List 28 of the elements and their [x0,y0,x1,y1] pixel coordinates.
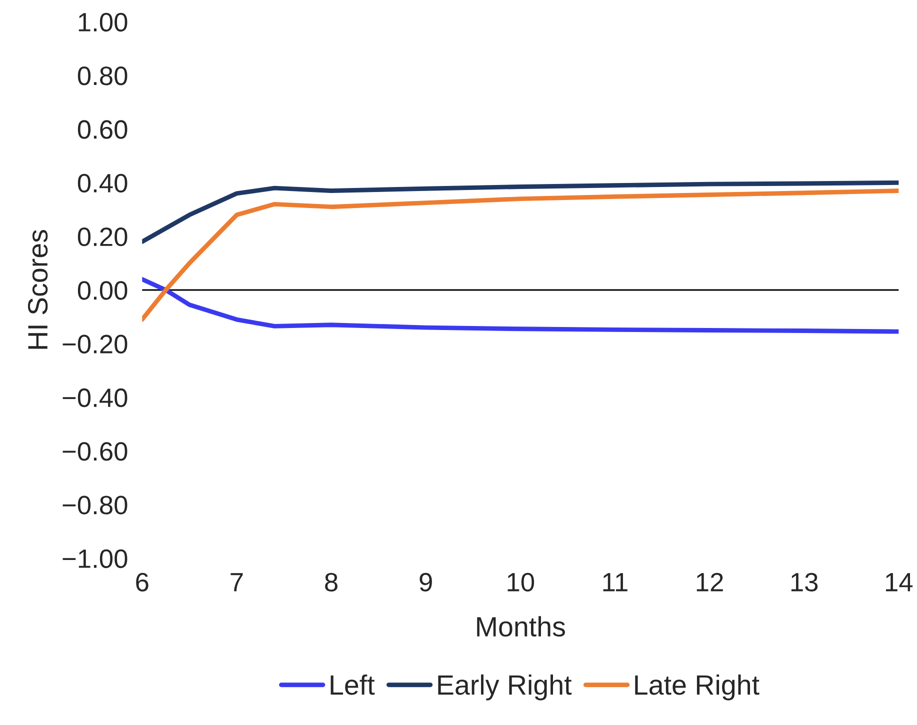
y-tick-label: −0.80 [62,496,128,514]
y-tick-label: 0.80 [78,66,128,86]
y-axis-title: HI Scores [28,230,48,349]
legend-label: Early Right [438,674,572,700]
legend-label: Late Right [635,674,760,700]
x-tick-label: 6 [136,572,148,592]
y-tick-label: 0.40 [78,174,128,193]
y-tick-label: −0.40 [62,388,128,408]
y-tick-label: 0.20 [78,227,128,246]
x-tick-label: 12 [696,572,723,592]
line-series [142,277,899,334]
y-tick-label: −1.00 [62,549,128,568]
x-tick-label: 9 [420,572,432,592]
line-series [142,180,899,244]
x-tick-label: 10 [508,572,534,592]
legend-label: Left [330,674,375,695]
x-tick-label: 7 [230,573,243,592]
y-tick-label: −0.20 [62,334,128,354]
y-tick-label: 0.60 [78,120,128,139]
x-tick-label: 14 [886,573,913,592]
x-tick-label: 8 [325,572,338,592]
y-tick-label: −0.60 [62,442,128,461]
x-tick-label: 11 [603,573,628,592]
y-tick-label: 1.00 [78,12,128,32]
line-series [142,188,899,322]
y-tick-label: 0.00 [78,281,128,300]
x-tick-label: 13 [791,572,818,592]
x-axis-title: Months [477,616,565,637]
